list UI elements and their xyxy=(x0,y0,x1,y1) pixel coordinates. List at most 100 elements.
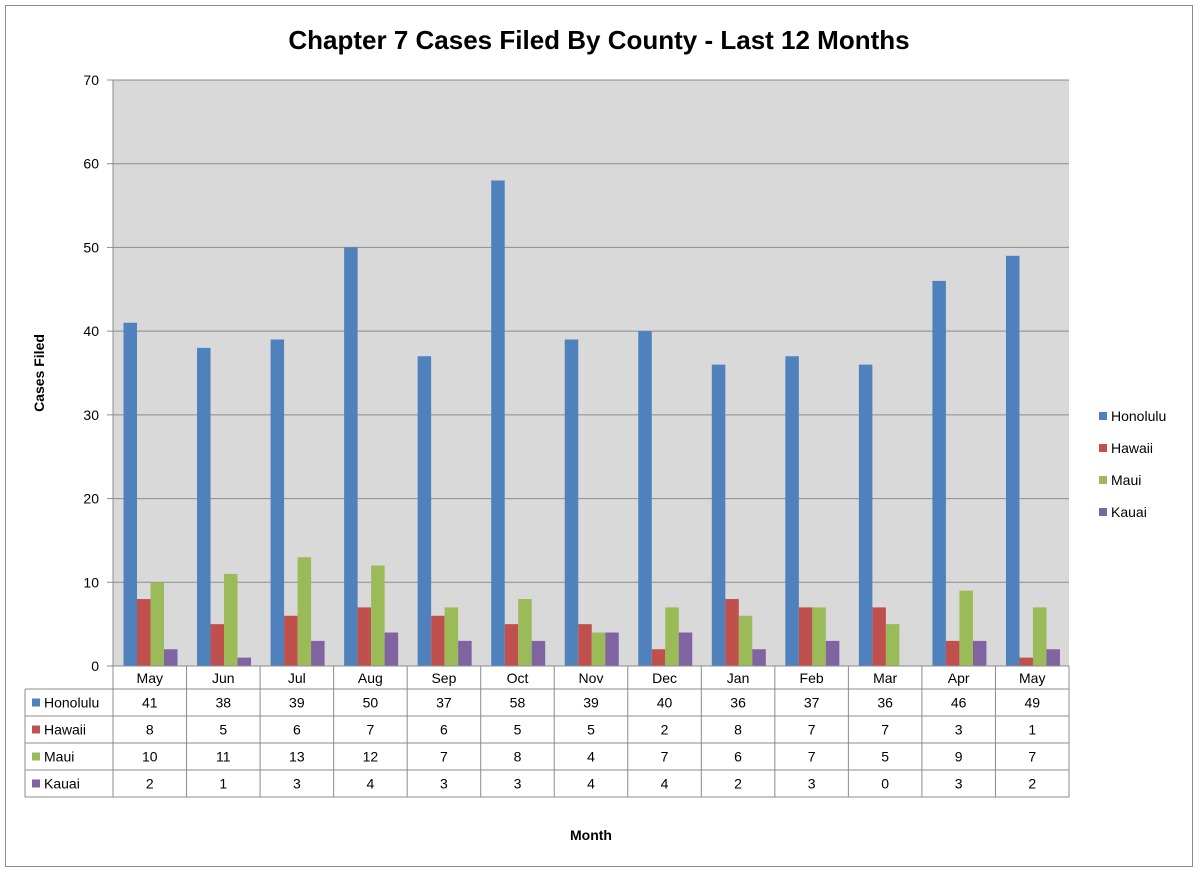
bar-kauai xyxy=(678,632,693,666)
table-series-label: Kauai xyxy=(44,776,80,792)
bar-hawaii xyxy=(357,607,372,666)
bar-maui xyxy=(591,632,606,666)
bar-maui xyxy=(959,590,973,666)
bar-hawaii xyxy=(872,607,886,666)
plot-background xyxy=(113,80,1069,666)
bar-kauai xyxy=(384,632,399,666)
bar-hawaii xyxy=(504,624,519,666)
bar-kauai xyxy=(825,640,840,666)
table-cell-value: 3 xyxy=(293,776,301,792)
y-tick-label: 30 xyxy=(83,407,99,423)
table-cell-value: 37 xyxy=(436,695,452,711)
bar-kauai xyxy=(1046,649,1060,666)
table-cell-value: 4 xyxy=(587,749,595,765)
y-tick-label: 40 xyxy=(83,323,99,339)
table-cell-value: 1 xyxy=(219,776,227,792)
table-cell-value: 11 xyxy=(216,749,231,765)
chart-frame: Chapter 7 Cases Filed By County - Last 1… xyxy=(5,5,1193,867)
table-cell-value: 9 xyxy=(955,749,963,765)
table-cell-value: 13 xyxy=(289,749,305,765)
bar-honolulu xyxy=(197,347,211,666)
y-tick-label: 60 xyxy=(83,156,99,172)
x-axis-label: Month xyxy=(570,827,612,843)
table-cell-value: 41 xyxy=(142,695,158,711)
table-cell-value: 50 xyxy=(363,695,379,711)
table-cell-value: 8 xyxy=(514,749,522,765)
bar-kauai xyxy=(237,657,252,666)
bar-honolulu xyxy=(858,364,873,666)
x-tick-label: Sep xyxy=(431,670,456,686)
y-tick-label: 20 xyxy=(83,491,99,507)
x-tick-label: Aug xyxy=(358,670,383,686)
legend-key-honolulu xyxy=(1099,412,1107,420)
bar-kauai xyxy=(531,640,546,666)
table-cell-value: 4 xyxy=(587,776,595,792)
bar-maui xyxy=(812,607,826,666)
legend-label: Kauai xyxy=(1111,504,1147,520)
table-cell-value: 7 xyxy=(661,749,669,765)
table-legend-key xyxy=(32,725,40,734)
x-tick-label: Apr xyxy=(948,670,970,686)
legend: Honolulu Hawaii Maui Kauai xyxy=(1099,408,1166,520)
table-cell-value: 10 xyxy=(142,749,158,765)
y-tick-label: 70 xyxy=(83,72,99,88)
table-cell-value: 39 xyxy=(583,695,599,711)
table-cell-value: 3 xyxy=(514,776,522,792)
bar-maui xyxy=(665,607,679,666)
table-cell-value: 36 xyxy=(877,695,893,711)
bar-hawaii xyxy=(578,624,592,666)
table-cell-value: 8 xyxy=(146,722,154,738)
bar-honolulu xyxy=(270,339,285,666)
bar-hawaii xyxy=(284,615,298,666)
bar-hawaii xyxy=(725,599,739,666)
bar-maui xyxy=(518,599,532,666)
chart-title: Chapter 7 Cases Filed By County - Last 1… xyxy=(288,25,909,55)
table-cell-value: 8 xyxy=(734,722,742,738)
table-cell-value: 5 xyxy=(587,722,595,738)
chart-svg: Chapter 7 Cases Filed By County - Last 1… xyxy=(24,25,1166,843)
table-legend-key xyxy=(32,752,40,761)
y-tick-label: 50 xyxy=(83,239,99,255)
x-tick-label: Jan xyxy=(727,670,750,686)
legend-label: Honolulu xyxy=(1111,408,1166,424)
bar-honolulu xyxy=(344,247,358,666)
table-cell-value: 49 xyxy=(1024,695,1040,711)
table-cell-value: 36 xyxy=(730,695,746,711)
bar-maui xyxy=(150,582,164,666)
bar-hawaii xyxy=(137,599,151,666)
bar-hawaii xyxy=(210,624,225,666)
bar-maui xyxy=(371,565,385,666)
bar-kauai xyxy=(164,649,178,666)
bar-hawaii xyxy=(651,649,666,666)
y-axis-label: Cases Filed xyxy=(31,334,47,412)
table-cell-value: 3 xyxy=(955,776,963,792)
bar-maui xyxy=(297,557,312,666)
table-cell-value: 6 xyxy=(293,722,301,738)
table-cell-value: 58 xyxy=(510,695,526,711)
x-tick-label: Jul xyxy=(288,670,306,686)
legend-label: Hawaii xyxy=(1111,440,1153,456)
table-cell-value: 7 xyxy=(366,722,374,738)
table-cell-value: 3 xyxy=(440,776,448,792)
bar-maui xyxy=(885,624,900,666)
bar-honolulu xyxy=(711,364,726,666)
table-legend-key xyxy=(32,698,40,707)
table-cell-value: 40 xyxy=(657,695,673,711)
bar-hawaii xyxy=(798,607,813,666)
bar-honolulu xyxy=(638,331,652,666)
bar-kauai xyxy=(458,640,472,666)
table-cell-value: 5 xyxy=(219,722,227,738)
table-cell-value: 6 xyxy=(440,722,448,738)
x-tick-label: May xyxy=(137,670,163,686)
bar-honolulu xyxy=(932,280,946,666)
table-cell-value: 7 xyxy=(808,749,816,765)
table-cell-value: 7 xyxy=(1028,749,1036,765)
x-tick-label: May xyxy=(1019,670,1045,686)
table-cell-value: 3 xyxy=(808,776,816,792)
bar-hawaii xyxy=(431,615,445,666)
table-series-label: Hawaii xyxy=(44,722,86,738)
table-cell-value: 7 xyxy=(881,722,889,738)
legend-label: Maui xyxy=(1111,472,1141,488)
table-cell-value: 4 xyxy=(661,776,669,792)
bar-hawaii xyxy=(945,640,960,666)
